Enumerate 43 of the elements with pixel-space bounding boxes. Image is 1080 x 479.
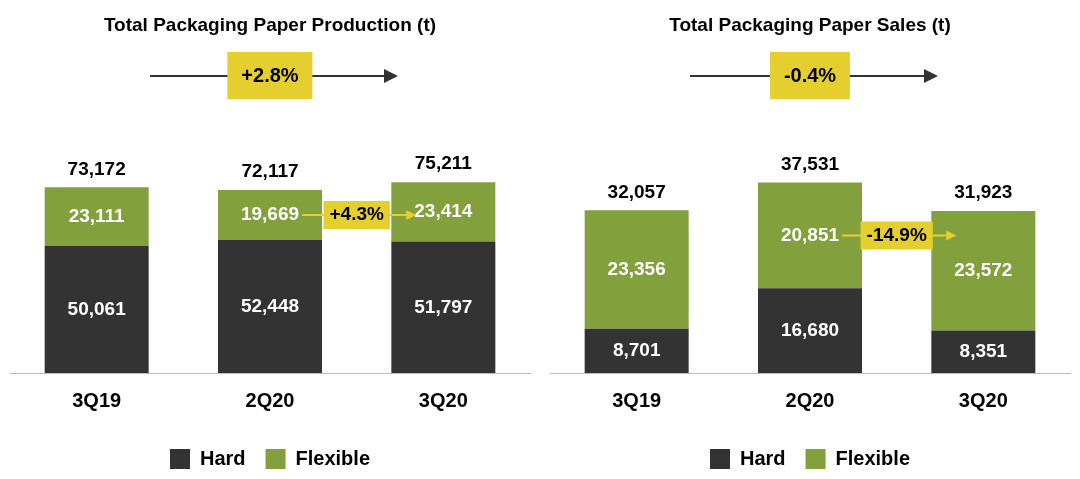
x-tick-label: 3Q20 xyxy=(958,388,1008,411)
bar xyxy=(584,210,689,329)
data-label: 50,061 xyxy=(67,297,127,319)
data-label: 51,797 xyxy=(414,295,473,317)
bar xyxy=(931,210,1036,331)
bar xyxy=(44,245,149,373)
legend-label: Hard xyxy=(739,446,786,469)
x-tick-label: 3Q19 xyxy=(612,388,662,411)
bar xyxy=(758,288,862,373)
data-label: 23,111 xyxy=(68,204,126,226)
bar xyxy=(391,241,496,373)
text: -0.4% xyxy=(769,52,851,99)
data-label: 8,701 xyxy=(612,339,661,361)
data-label: 8,351 xyxy=(959,340,1008,362)
data-label: 16,680 xyxy=(780,318,840,340)
data-label: 23,414 xyxy=(414,200,473,222)
data-label: 20,851 xyxy=(780,223,840,245)
total-label: 32,057 xyxy=(607,180,666,202)
bar xyxy=(584,328,689,373)
total-label: 73,172 xyxy=(67,157,126,179)
legend-label: Flexible xyxy=(295,446,371,469)
x-tick-label: 3Q19 xyxy=(72,388,122,411)
bar xyxy=(391,182,496,242)
total-label: 75,211 xyxy=(414,152,473,174)
x-tick-label: 2Q20 xyxy=(245,388,295,411)
bar xyxy=(758,182,862,289)
bar xyxy=(218,239,322,373)
bar xyxy=(931,330,1036,373)
legend-label: Flexible xyxy=(835,446,911,469)
total-label: 37,531 xyxy=(780,152,840,174)
data-label: 23,572 xyxy=(954,259,1013,281)
total-label: 72,117 xyxy=(241,160,299,182)
chart-title: Total Packaging Paper Sales (t) xyxy=(668,14,952,36)
bar xyxy=(44,187,149,246)
data-label: 23,356 xyxy=(607,257,666,279)
x-tick-label: 2Q20 xyxy=(785,388,835,411)
data-label: 52,448 xyxy=(240,294,300,316)
legend-label: Hard xyxy=(199,446,246,469)
chart-title: Total Packaging Paper Production (t) xyxy=(102,14,438,36)
x-tick-label: 3Q20 xyxy=(418,388,468,411)
data-label: 19,669 xyxy=(240,203,300,225)
total-label: 31,923 xyxy=(954,181,1013,203)
text: +2.8% xyxy=(227,52,313,99)
